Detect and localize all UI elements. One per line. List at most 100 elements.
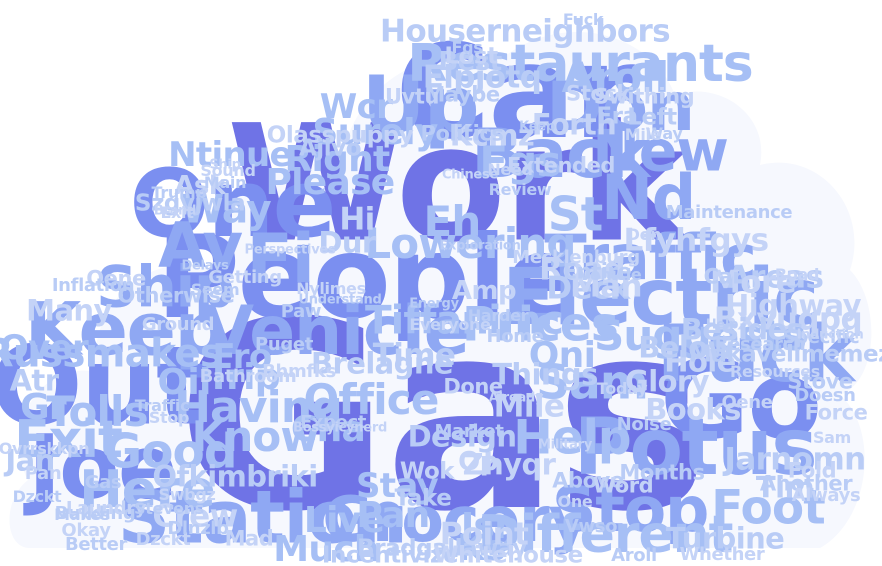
cloud-word: Help xyxy=(705,317,739,333)
cloud-word: Things xyxy=(492,357,598,392)
cloud-word: Qni xyxy=(528,335,596,376)
cloud-word: Vehicle xyxy=(201,292,470,371)
cloud-word: Induction xyxy=(796,327,864,343)
cloud-word: Russmakes xyxy=(0,331,223,377)
cloud-word: Doesn xyxy=(794,385,856,406)
cloud-word: Potus xyxy=(573,403,818,493)
cloud-word: Military xyxy=(537,437,593,453)
cloud-word: Word xyxy=(592,473,654,498)
cloud-word: Force xyxy=(804,400,868,425)
cloud-word: Much xyxy=(273,529,379,566)
cloud-word: Swithing xyxy=(593,84,695,109)
cloud-word: Prices xyxy=(462,297,619,353)
cloud-word: Stop xyxy=(148,408,190,427)
cloud-word: Best xyxy=(438,47,502,77)
cloud-word: Keep xyxy=(519,119,555,135)
cloud-word: Maintenance xyxy=(665,202,793,223)
cloud-word: Joe xyxy=(28,416,177,519)
cloud-word: Oene xyxy=(86,266,146,291)
cloud-word: Fro xyxy=(212,337,272,377)
cloud-word: Houserneighbors xyxy=(380,13,671,50)
cloud-word: Gas xyxy=(84,472,122,493)
cloud-word: Always xyxy=(791,485,861,506)
cloud-word: Office xyxy=(303,375,440,424)
cloud-word: One xyxy=(557,492,593,511)
cloud-word: Traffic xyxy=(134,396,190,415)
cloud-word: Olasspuppy xyxy=(266,122,414,149)
cloud-word: Nd xyxy=(601,161,696,234)
cloud-word: Review xyxy=(488,180,552,199)
cloud-word: Surely xyxy=(312,112,438,153)
cloud-word: Don xyxy=(546,68,695,147)
cloud-word: Out xyxy=(0,322,208,450)
cloud-word: More xyxy=(710,264,797,301)
cloud-word: Getting xyxy=(208,267,282,288)
cloud-word: Over xyxy=(0,328,89,368)
cloud-word: Tim xyxy=(755,470,815,505)
cloud-word: Turbine xyxy=(665,521,785,556)
cloud-word: Makavelimemez xyxy=(688,341,882,368)
cloud-word: Ship xyxy=(209,157,241,173)
cloud-word: Dzckt xyxy=(135,529,191,550)
cloud-word: Fuck xyxy=(562,10,604,29)
cloud-word: Zhyqr xyxy=(462,447,556,482)
cloud-word: Main xyxy=(203,173,247,192)
cloud-word: Ofkimbriki xyxy=(152,459,318,494)
cloud-word: Trip xyxy=(206,357,280,398)
cloud-word: Mecklenburg xyxy=(512,247,640,268)
cloud-word: Keep xyxy=(24,287,227,373)
cloud-word: Need xyxy=(487,160,533,179)
cloud-word: Okay xyxy=(61,520,111,541)
cloud-word: Seem xyxy=(190,280,240,299)
cloud-word: Makes xyxy=(54,505,110,524)
cloud-word: Fgs xyxy=(451,38,483,57)
cloud-word: Having xyxy=(174,382,343,433)
cloud-word: Wcr xyxy=(319,87,393,127)
cloud-word: Left xyxy=(627,104,677,131)
cloud-word: Already xyxy=(488,390,544,406)
cloud-word: Man xyxy=(570,268,643,305)
cloud-word: Please xyxy=(265,162,396,203)
cloud-word: Puget xyxy=(255,334,313,355)
cloud-word: Politics xyxy=(420,121,504,146)
cloud-word: Stay xyxy=(355,466,439,506)
cloud-word: Op xyxy=(458,447,498,477)
cloud-word: Bradgallaway xyxy=(357,535,527,562)
cloud-word: Another xyxy=(759,471,853,496)
cloud-word: Bossyicynerd xyxy=(292,420,388,436)
cloud-word: Lost xyxy=(444,43,498,70)
cloud-word: Areas xyxy=(726,259,824,296)
cloud-word: Everyone xyxy=(409,315,491,334)
cloud-word: Electric xyxy=(502,253,819,343)
cloud-word: Below xyxy=(638,330,734,365)
cloud-word: Point xyxy=(439,516,529,553)
cloud-word: Today xyxy=(596,379,648,398)
cloud-word: Resources xyxy=(730,362,820,381)
cloud-word: Hi xyxy=(339,201,375,238)
cloud-word: Different xyxy=(477,505,734,565)
cloud-word: Vehicle xyxy=(578,265,642,284)
cloud-word: Oil xyxy=(157,362,211,403)
cloud-word: Perspectives xyxy=(244,242,336,258)
cloud-word: Specific xyxy=(782,327,860,348)
cloud-word: Bhmfks xyxy=(262,361,336,382)
cloud-word: Better xyxy=(64,534,128,555)
cloud-word: Energy xyxy=(409,296,459,312)
cloud-word: People xyxy=(156,211,582,344)
cloud-word: Forth xyxy=(531,107,617,142)
cloud-word: Don xyxy=(626,225,662,244)
cloud-word: Books xyxy=(645,392,741,427)
cloud-word: Fuck xyxy=(656,310,855,400)
cloud-word: Back xyxy=(471,115,650,194)
cloud-word: Road xyxy=(539,251,625,288)
cloud-word: Lfyhfgys xyxy=(623,222,770,259)
cloud-word: Traffic xyxy=(544,221,756,294)
cloud-word: Fold xyxy=(787,458,837,483)
cloud-word: Hole xyxy=(664,344,736,379)
cloud-word: Sam xyxy=(812,428,852,447)
cloud-word: Up xyxy=(361,61,480,151)
cloud-word: Design xyxy=(407,419,517,454)
cloud-word: Exit xyxy=(14,410,123,470)
cloud-word: Stove xyxy=(787,369,853,394)
cloud-word: Delays xyxy=(181,258,229,274)
